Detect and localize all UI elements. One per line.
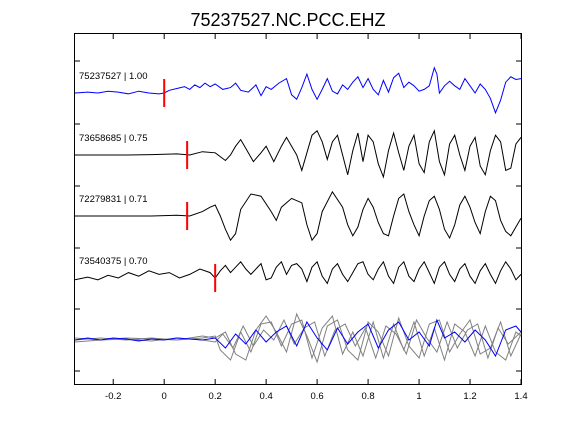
overlay-trace: [74, 318, 522, 358]
overlay-trace: [74, 318, 522, 360]
trace-line: [74, 260, 522, 285]
x-tick-label: -0.2: [105, 391, 121, 402]
x-tick-label: 0.4: [260, 391, 273, 402]
trace-label: 73540375 | 0.70: [79, 256, 148, 267]
trace-line: [74, 66, 522, 115]
trace-label: 73658685 | 0.75: [79, 133, 148, 144]
x-tick-label: 0.2: [209, 391, 222, 402]
waveform-traces: [74, 66, 522, 364]
axis-ticks: -0.2 0 0.2 0.4 0.6 0.8 1 1.2 1.4: [75, 34, 528, 402]
x-tick-label: 0.8: [361, 391, 374, 402]
x-tick-label: 0: [162, 391, 167, 402]
trace-line: [75, 190, 522, 242]
trace-label: 72279831 | 0.71: [79, 194, 148, 205]
x-tick-label: 1: [416, 391, 421, 402]
x-tick-label: 1.2: [463, 391, 476, 402]
x-tick-label: 1.4: [514, 391, 527, 402]
trace-label: 75237527 | 1.00: [79, 71, 148, 82]
x-tick-label: 0.6: [311, 391, 324, 402]
chart-title: 75237527.NC.PCC.EHZ: [190, 10, 385, 30]
plot-frame: [74, 33, 522, 385]
trace-labels: 75237527 | 1.00 73658685 | 0.75 72279831 |…: [79, 71, 148, 267]
trace-line: [75, 129, 522, 179]
